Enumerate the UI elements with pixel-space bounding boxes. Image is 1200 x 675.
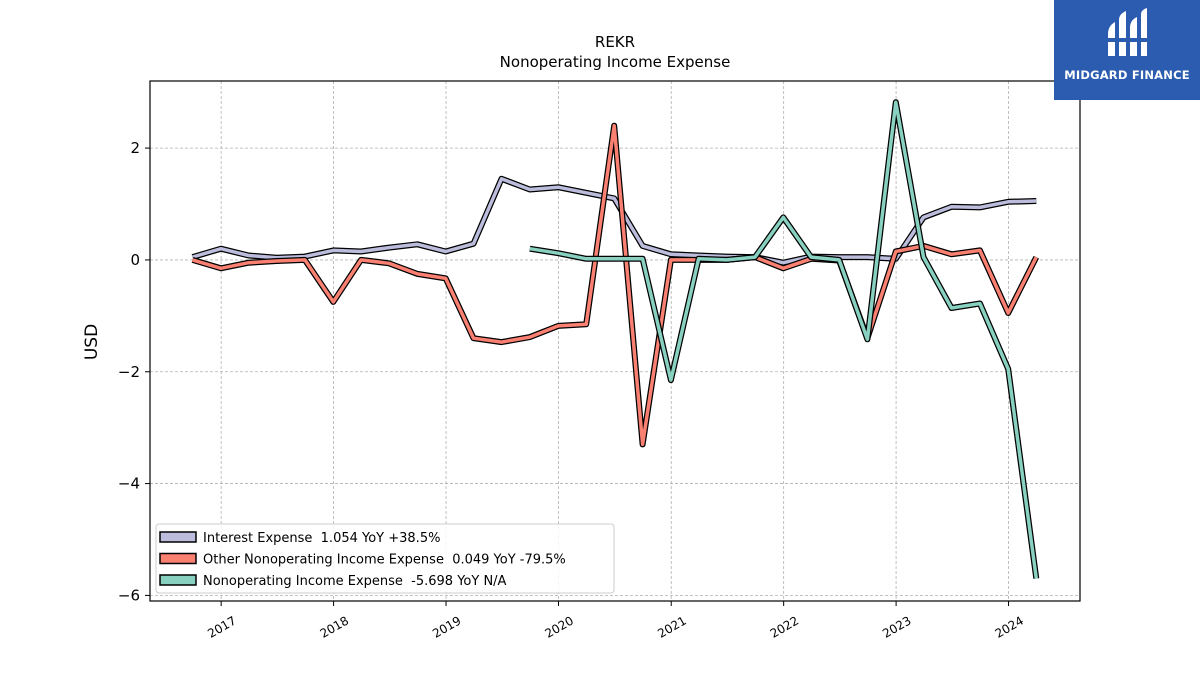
chart-title: REKR xyxy=(595,33,635,51)
legend-label: Nonoperating Income Expense -5.698 YoY N… xyxy=(203,574,507,589)
legend-swatch xyxy=(159,574,197,586)
series-line-3 xyxy=(529,99,1040,579)
x-tick-label: 2019 xyxy=(430,613,463,640)
y-axis-label: USD xyxy=(82,324,102,360)
x-tick-label: 2017 xyxy=(205,613,238,640)
x-tick-label: 2021 xyxy=(655,613,688,640)
legend-swatch xyxy=(159,552,197,565)
logo-text: MIDGARD FINANCE xyxy=(1064,68,1190,82)
legend-label: Other Nonoperating Income Expense 0.049 … xyxy=(203,553,566,568)
series-layer xyxy=(191,99,1040,579)
plot-frame xyxy=(149,80,1081,602)
y-tick-label: −4 xyxy=(118,475,140,493)
series-stroke xyxy=(529,100,1039,579)
y-tick-label: 0 xyxy=(130,251,140,269)
series-line-2 xyxy=(191,122,1039,448)
legend-swatch xyxy=(159,531,197,543)
y-tick-label: −2 xyxy=(118,363,140,381)
x-ticks: 2017 2018 2019 2020 2021 2022 2023 2024 xyxy=(205,601,1026,641)
chart-subtitle: Nonoperating Income Expense xyxy=(500,53,731,71)
legend-frame xyxy=(155,523,615,594)
x-tick-label: 2023 xyxy=(880,613,913,640)
y-ticks: −6 −4 −2 0 2 xyxy=(118,139,150,604)
x-tick-label: 2022 xyxy=(768,613,801,640)
brand-logo: MIDGARD FINANCE xyxy=(1054,0,1200,100)
x-tick-label: 2018 xyxy=(318,613,351,640)
y-tick-label: 2 xyxy=(130,139,140,157)
y-tick-label: −6 xyxy=(118,586,140,604)
legend: Interest Expense 1.054 YoY +38.5% Other N… xyxy=(155,523,615,594)
legend-label: Interest Expense 1.054 YoY +38.5% xyxy=(203,531,440,546)
x-tick-label: 2024 xyxy=(993,613,1026,640)
logo-mark-icon xyxy=(1106,8,1149,56)
x-tick-label: 2020 xyxy=(543,613,576,640)
series-stroke xyxy=(192,123,1038,447)
